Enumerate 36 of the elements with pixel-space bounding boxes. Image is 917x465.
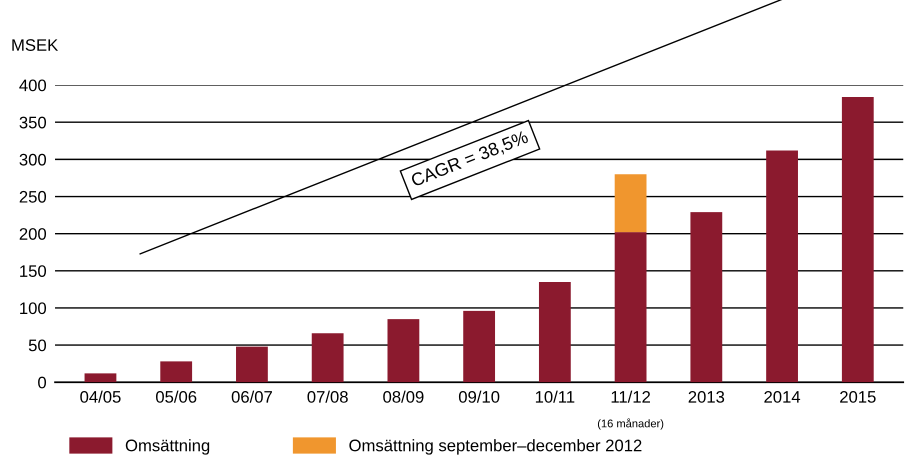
y-tick-label: 250 [20, 190, 46, 203]
y-tick-label: 200 [20, 228, 46, 240]
legend-label: Omsättning [126, 439, 210, 455]
bar [84, 373, 116, 382]
y-tick-label: 50 [28, 339, 46, 352]
x-tick-label: 08/09 [383, 390, 424, 403]
x-tick-label: 2015 [840, 391, 876, 403]
x-tick-label: 05/06 [156, 390, 196, 403]
x-tick-label: 09/10 [458, 390, 500, 403]
bar [538, 282, 571, 382]
bar [387, 319, 420, 382]
y-tick-label: 300 [20, 154, 46, 166]
y-tick-label: 0 [38, 376, 46, 388]
bar [614, 174, 647, 232]
bar [614, 232, 647, 382]
bar [463, 310, 496, 382]
bar [312, 333, 344, 382]
y-tick-label: 350 [20, 116, 46, 128]
legend-label: Omsättning september–december 2012 [349, 439, 642, 455]
y-tick-label: 150 [20, 265, 46, 278]
category-label: 11/12 (16 månader) [598, 390, 664, 430]
x-tick-label: 07/08 [307, 390, 348, 403]
x-tick-label: 2014 [764, 391, 800, 403]
x-tick-label: 04/05 [80, 390, 121, 403]
x-tick-label: 06/07 [232, 390, 272, 403]
bar [766, 150, 798, 382]
x-tick-label: 2013 [688, 391, 724, 403]
y-axis-title: MSEK [12, 39, 58, 51]
y-tick-label: 400 [19, 79, 46, 92]
bar [690, 212, 722, 382]
bar [842, 96, 874, 382]
y-tick-label: 100 [20, 302, 46, 314]
x-tick-label: 10/11 [536, 390, 574, 403]
bar [160, 361, 192, 382]
annotation: CAGR = 38,5% [410, 130, 530, 189]
bar [236, 346, 268, 382]
